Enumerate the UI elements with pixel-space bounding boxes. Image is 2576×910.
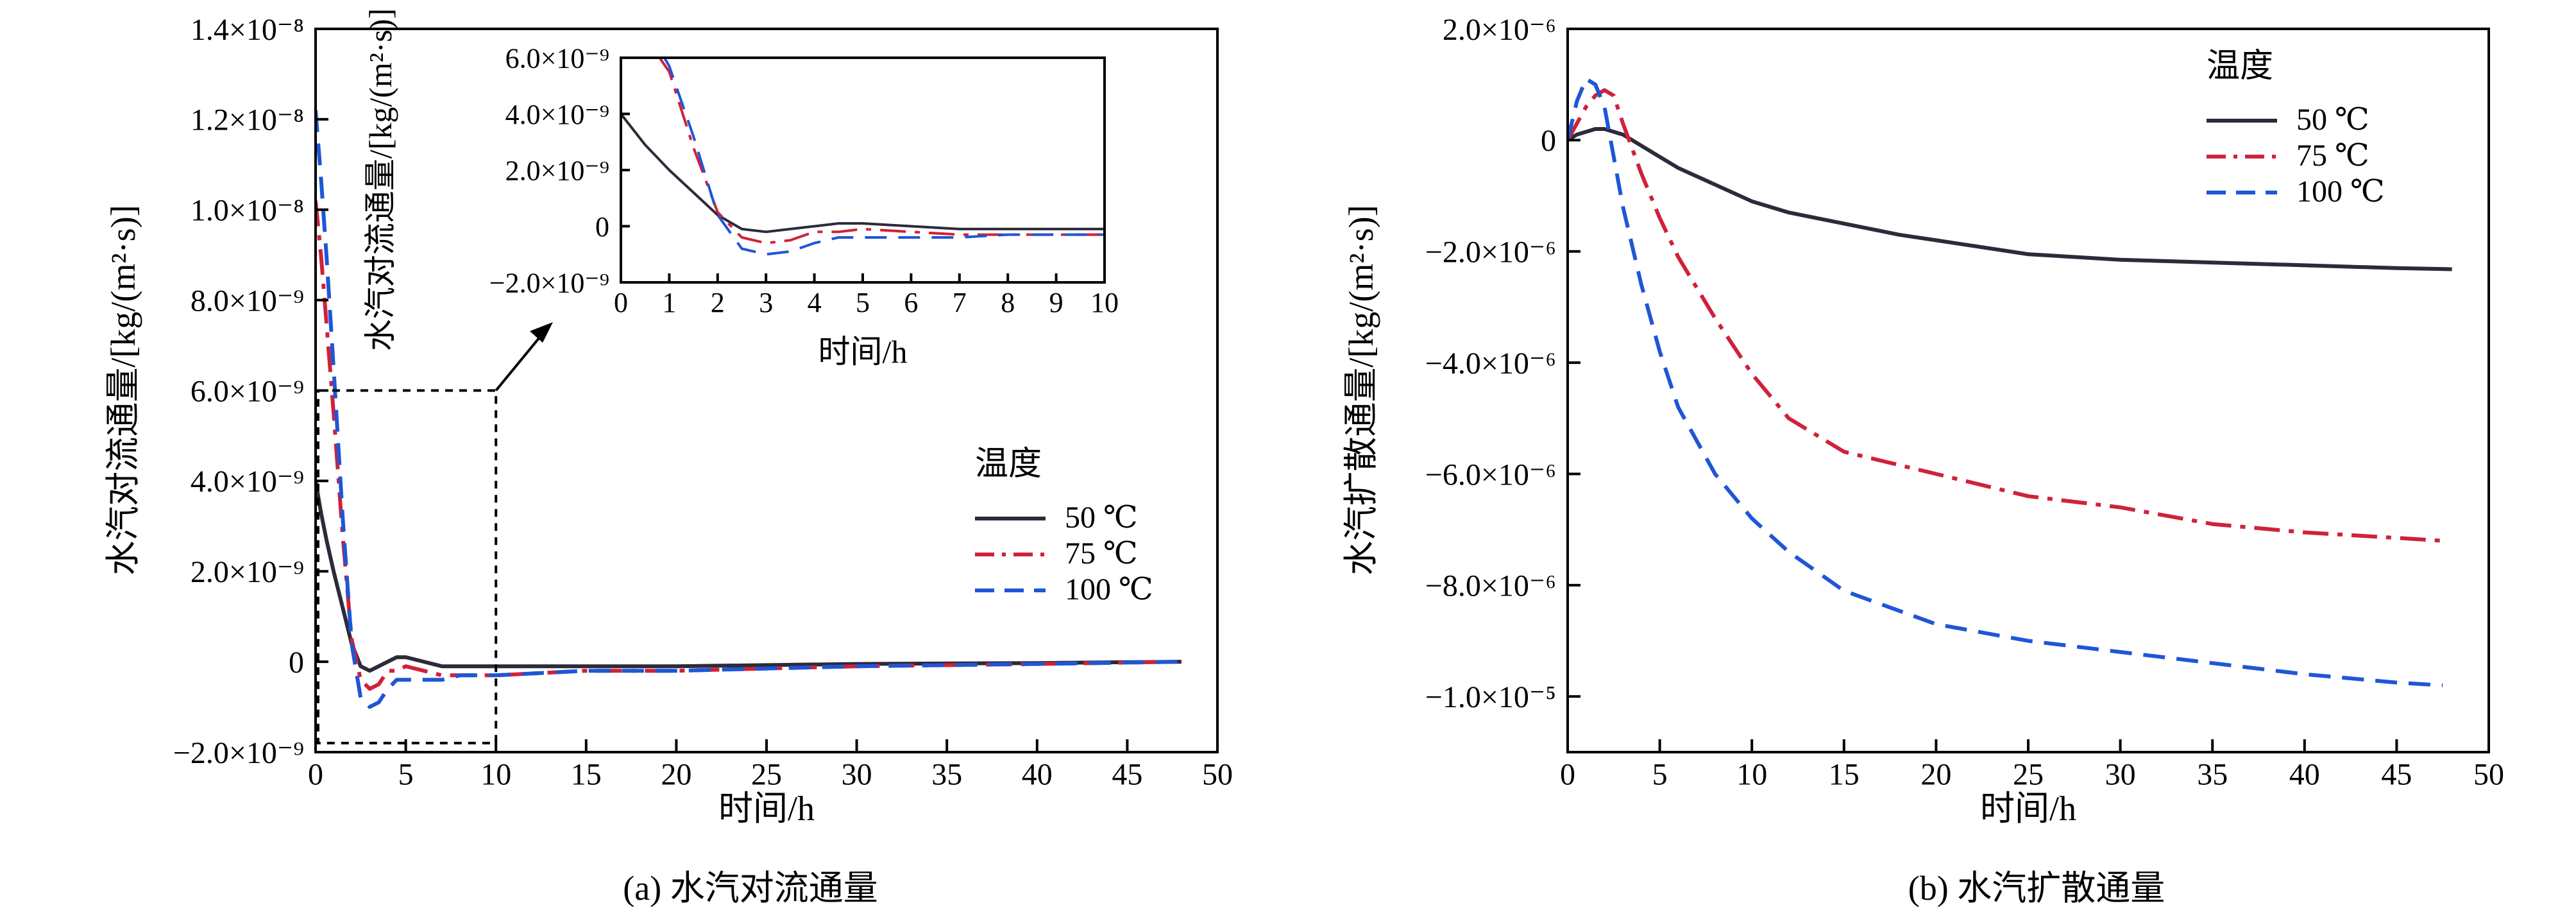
y-tick-label: −4.0×10⁻⁶ [1425, 347, 1556, 381]
x-tick-label: 15 [571, 757, 602, 791]
x-axis-label: 时间/h [818, 334, 908, 370]
x-tick-label: 50 [1202, 757, 1233, 791]
y-tick-label: −8.0×10⁻⁶ [1425, 569, 1556, 603]
caption-b: (b) 水汽扩散通量 [1908, 869, 2165, 907]
series-line-b-0 [1568, 127, 2452, 271]
zoom-box [317, 389, 498, 744]
y-tick-label: 2.0×10⁻⁹ [191, 555, 304, 589]
plot-frame [1566, 28, 2490, 753]
x-tick-label: 45 [2381, 757, 2412, 791]
y-tick-label: 1.4×10⁻⁸ [191, 13, 304, 47]
y-tick-label: 2.0×10⁻⁶ [1443, 13, 1556, 47]
y-tick-label: 0 [1541, 124, 1556, 158]
x-tick-label: 0 [614, 287, 628, 318]
x-tick-label: 5 [1652, 757, 1668, 791]
caption-a: (a) 水汽对流通量 [623, 869, 877, 907]
x-tick-label: 2 [711, 287, 725, 318]
x-tick-label: 9 [1049, 287, 1063, 318]
x-tick-label: 10 [480, 757, 511, 791]
y-tick-label: −6.0×10⁻⁶ [1425, 458, 1556, 492]
legend-label: 50 ℃ [2296, 103, 2369, 137]
x-tick-label: 5 [398, 757, 414, 791]
x-tick-label: 7 [953, 287, 967, 318]
series-line-b-2 [1568, 77, 2443, 687]
x-tick-label: 20 [661, 757, 691, 791]
y-tick-label: 8.0×10⁻⁹ [191, 284, 304, 318]
x-tick-label: 15 [1829, 757, 1860, 791]
x-tick-label: 8 [1001, 287, 1015, 318]
x-tick-label: 35 [2197, 757, 2228, 791]
inset-background [621, 58, 1105, 282]
y-tick-label: −2.0×10⁻⁹ [489, 267, 609, 298]
y-tick-label: −1.0×10⁻⁵ [1425, 680, 1556, 714]
legend-label: 100 ℃ [1065, 572, 1153, 606]
x-tick-label: 0 [308, 757, 323, 791]
x-tick-label: 40 [1022, 757, 1053, 791]
series-line-a-inset-2 [663, 58, 1105, 256]
x-tick-label: 50 [2473, 757, 2504, 791]
series-line-a-1 [316, 200, 1182, 691]
y-tick-label: 0 [289, 646, 304, 680]
y-tick-label: 4.0×10⁻⁹ [191, 465, 304, 499]
x-axis-label: 时间/h [718, 789, 815, 828]
x-tick-label: 25 [2013, 757, 2044, 791]
x-tick-label: 20 [1920, 757, 1951, 791]
x-axis-label: 时间/h [1980, 789, 2076, 828]
x-tick-label: 5 [856, 287, 870, 318]
legend-label: 75 ℃ [2296, 139, 2369, 173]
x-tick-label: 30 [2105, 757, 2136, 791]
y-tick-label: 0 [595, 211, 609, 243]
y-tick-label: 1.2×10⁻⁸ [191, 103, 304, 137]
y-tick-label: −2.0×10⁻⁶ [1425, 236, 1556, 270]
y-axis-label: 水汽对流通量/[kg/(m²·s)] [104, 205, 142, 575]
y-tick-label: 4.0×10⁻⁹ [505, 99, 609, 130]
y-tick-label: 2.0×10⁻⁹ [505, 155, 609, 186]
legend-label: 75 ℃ [1065, 537, 1138, 571]
x-tick-label: 30 [842, 757, 872, 791]
series-line-a-2 [316, 110, 1182, 709]
x-tick-label: 3 [759, 287, 773, 318]
legend-title: 温度 [2207, 48, 2273, 85]
legend-label: 100 ℃ [2296, 175, 2385, 209]
zoom-arrowhead [530, 322, 553, 343]
y-tick-label: 6.0×10⁻⁹ [191, 374, 304, 408]
x-tick-label: 1 [662, 287, 676, 318]
panel-a-inset-chart: 0 1 2 3 4 5 6 7 8 9 10−2.0×10⁻⁹02.0×10⁻⁹4.0×10⁻⁹6.… [362, 8, 1119, 370]
x-tick-label: 0 [1560, 757, 1575, 791]
x-tick-label: 45 [1112, 757, 1142, 791]
y-axis-label: 水汽对流通量/[kg/(m²·s)] [362, 8, 398, 351]
series-line-a-0 [316, 480, 1182, 673]
x-tick-label: 10 [1736, 757, 1767, 791]
x-tick-label: 40 [2289, 757, 2320, 791]
panel-b-chart: 0 5 10 15 20 25 30 35 40 45 50 −1.0×10⁻⁵ −8.0×10⁻⁶ −6… [1342, 13, 2504, 828]
x-tick-label: 35 [931, 757, 962, 791]
x-tick-label: 6 [904, 287, 918, 318]
y-tick-label: −2.0×10⁻⁹ [173, 736, 304, 770]
legend-title: 温度 [975, 446, 1042, 483]
legend-label: 50 ℃ [1065, 501, 1138, 535]
panel-a-chart: 0 5 10 15 20 25 30 35 40 45 50−2.0×10⁻⁹02.0×10⁻⁹4.… [104, 13, 1233, 828]
x-tick-label: 4 [808, 287, 822, 318]
y-tick-label: 1.0×10⁻⁸ [191, 194, 304, 228]
x-tick-label: 25 [751, 757, 782, 791]
y-tick-label: 6.0×10⁻⁹ [505, 42, 609, 74]
x-tick-label: 10 [1090, 287, 1119, 318]
zoom-arrow-line [495, 329, 547, 391]
series-line-a-inset-0 [621, 113, 1105, 234]
series-line-a-inset-1 [658, 58, 1105, 245]
y-axis-label: 水汽扩散通量/[kg/(m²·s)] [1342, 205, 1380, 575]
